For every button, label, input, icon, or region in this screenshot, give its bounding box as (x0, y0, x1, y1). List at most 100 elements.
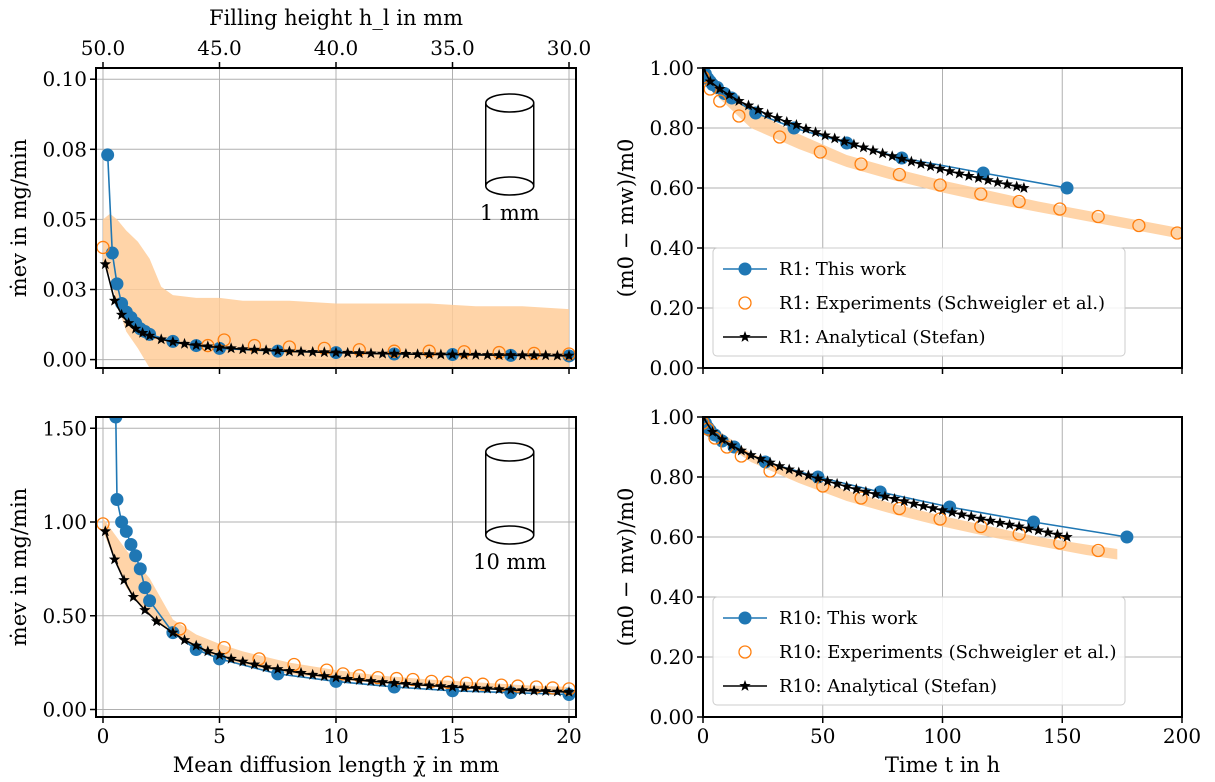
analytical-point (934, 162, 946, 174)
analytical-point (155, 333, 167, 345)
legend-marker-analytical (739, 331, 751, 342)
experiment-uncertainty-band (103, 213, 569, 368)
experiment-point (511, 679, 525, 693)
experiment-point (713, 94, 727, 108)
analytical-point (869, 488, 882, 499)
x-tick-label: 50 (810, 724, 835, 748)
analytical-point (99, 525, 111, 537)
analytical-point (972, 172, 985, 183)
y-tick-label: 0.10 (42, 67, 87, 91)
top-axis-label: Filling height h_l in mm (209, 6, 463, 30)
analytical-point (802, 469, 815, 481)
analytical-point (860, 485, 872, 497)
analytical-point (178, 634, 191, 645)
analytical-point (528, 349, 540, 361)
experiment-point (933, 178, 947, 192)
analytical-point (388, 677, 400, 688)
experiment-point (387, 344, 401, 358)
analytical-point (423, 348, 435, 360)
chart-top-left: 0.00 0.03 0.05 0.08 0.10 50.0 45.0 40.0 35.0 30.0… (7, 6, 591, 374)
x-tick-label: 150 (1043, 724, 1081, 748)
analytical-point (1032, 524, 1044, 536)
analytical-point (505, 683, 517, 695)
this-work-point (143, 594, 157, 608)
analytical-point (435, 680, 447, 692)
analytical-point (764, 456, 776, 468)
y-tick-label: 0.00 (42, 348, 87, 372)
analytical-point (735, 444, 747, 456)
series-open-circle (703, 70, 1182, 240)
analytical-point (481, 682, 494, 694)
x-axis-label: Time t in h (885, 753, 1000, 777)
experiment-point (406, 672, 420, 687)
this-work-point (1027, 515, 1041, 529)
experiment-point (1170, 226, 1182, 240)
analytical-point (516, 349, 529, 361)
analytical-point (706, 426, 719, 437)
analytical-point (307, 668, 319, 680)
analytical-point (248, 343, 261, 355)
y-axis-label: (m0 − mw)/m0 (614, 488, 638, 647)
analytical-point (975, 512, 987, 524)
top-tick-label: 30.0 (547, 36, 592, 60)
experiment-point (527, 346, 541, 361)
analytical-point (1023, 522, 1035, 534)
analytical-point (237, 343, 249, 355)
y-tick-label: 1.00 (649, 405, 694, 429)
analytical-point (260, 344, 272, 356)
analytical-point (330, 346, 342, 358)
experiment-point (854, 157, 868, 171)
analytical-point (841, 480, 853, 492)
chart-top-right: 0.00 0.20 0.40 0.60 0.80 1.00 (m0 − mw)/m0 R1: … (614, 56, 1183, 380)
y-tick-label: 0.50 (42, 604, 87, 628)
y-tick-label: 0.20 (649, 296, 694, 320)
analytical-point (745, 449, 757, 460)
this-work-point (271, 667, 285, 681)
analytical-point (139, 604, 151, 615)
analytical-point (953, 167, 965, 179)
analytical-point (793, 466, 805, 478)
analytical-point (411, 678, 424, 690)
y-tick-label: 0.03 (42, 277, 87, 301)
analytical-point (762, 108, 774, 120)
this-work-point (110, 493, 124, 506)
legend-entry: R10: Experiments (Schweigler et al.) (779, 642, 1117, 663)
analytical-point (800, 122, 812, 134)
legend-marker-this-work (738, 611, 752, 625)
this-work-point (133, 562, 147, 576)
analytical-point (295, 666, 307, 678)
analytical-point (944, 165, 956, 177)
x-tick-label: 5 (213, 724, 226, 748)
analytical-point (295, 345, 307, 357)
legend-marker-experiments (738, 296, 752, 310)
analytical-point (994, 516, 1006, 528)
analytical-point (812, 472, 824, 484)
analytical-point (213, 341, 226, 353)
experiment-point (703, 70, 710, 84)
analytical-point (516, 684, 529, 696)
y-axis-label: ṁev in mg/min (7, 139, 31, 297)
analytical-point (272, 344, 284, 356)
analytical-point (540, 349, 552, 361)
analytical-point (936, 504, 949, 516)
analytical-point (819, 129, 831, 141)
analytical-point (896, 152, 908, 164)
analytical-point (742, 99, 755, 111)
analytical-point (470, 682, 482, 693)
analytical-point (752, 104, 764, 115)
y-tick-label: 0.80 (649, 465, 694, 489)
analytical-point (108, 553, 121, 565)
analytical-point (365, 675, 377, 686)
cylinder-icon (485, 93, 535, 196)
y-tick-label: 0.05 (42, 207, 87, 231)
this-work-point (124, 538, 138, 551)
analytical-point (136, 327, 149, 338)
experiment-point (772, 130, 787, 144)
this-work-point (109, 417, 123, 424)
x-tick-label: 15 (440, 724, 465, 748)
analytical-point (1001, 178, 1013, 190)
y-tick-label: 1.00 (42, 510, 87, 534)
y-tick-label: 0.00 (649, 705, 694, 729)
this-work-point (129, 549, 143, 563)
analytical-point (1061, 531, 1073, 542)
